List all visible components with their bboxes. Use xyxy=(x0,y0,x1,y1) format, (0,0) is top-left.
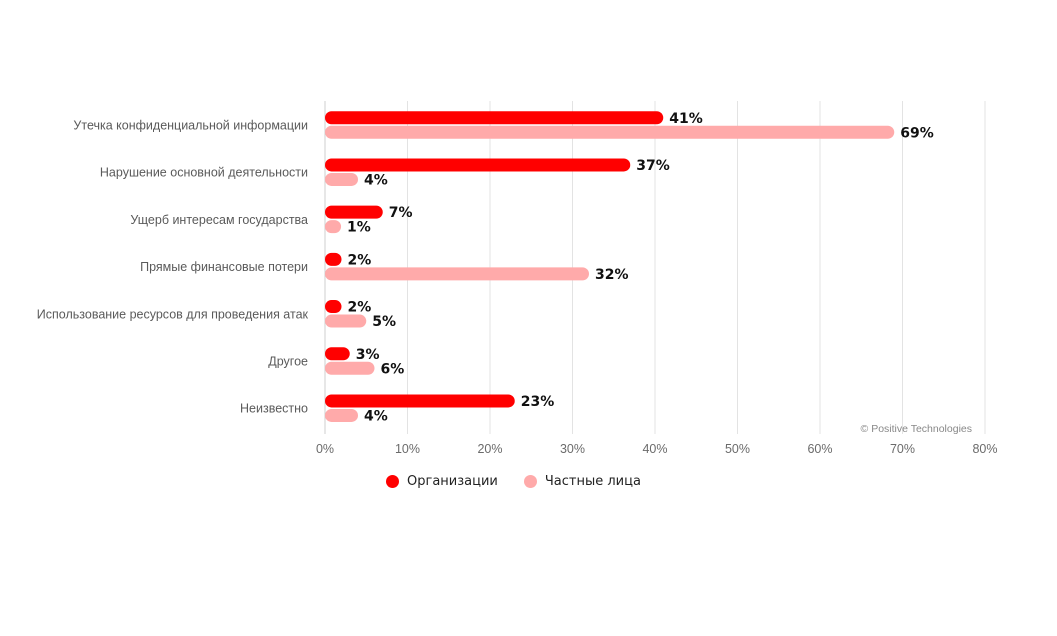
bar-individuals[interactable] xyxy=(325,220,342,234)
data-label: 41% xyxy=(669,111,703,127)
data-label: 69% xyxy=(900,125,934,141)
data-label: 2% xyxy=(348,300,372,316)
data-label: 32% xyxy=(595,267,629,283)
bar-organizations[interactable] xyxy=(325,252,342,266)
bar-individuals[interactable] xyxy=(325,408,358,422)
bar-individuals[interactable] xyxy=(325,172,358,186)
bar-organizations[interactable] xyxy=(325,300,342,314)
data-label: 4% xyxy=(364,172,388,188)
bar-individuals[interactable] xyxy=(325,125,895,139)
x-tick-label: 60% xyxy=(807,442,832,456)
credit-text: © Positive Technologies xyxy=(861,423,972,435)
bar-organizations[interactable] xyxy=(325,158,631,172)
x-tick-label: 50% xyxy=(725,442,750,456)
legend-dot-individuals xyxy=(523,475,537,488)
data-labels: 41%69%37%4%7%1%2%32%2%5%3%6%23%4% xyxy=(347,111,934,425)
data-label: 1% xyxy=(347,220,371,236)
x-axis-ticks: 0% 10% 20% 30% 40% 50% 60% 70% 80% xyxy=(316,442,998,456)
category-label: Прямые финансовые потери xyxy=(140,260,308,274)
legend-label-organizations: Организации xyxy=(407,474,498,489)
category-label: Ущерб интересам государства xyxy=(130,213,308,227)
bar-individuals[interactable] xyxy=(325,361,375,375)
grid-lines xyxy=(324,101,986,434)
x-tick-label: 30% xyxy=(560,442,585,456)
bars xyxy=(325,111,895,422)
bar-individuals[interactable] xyxy=(325,267,589,281)
bar-organizations[interactable] xyxy=(325,394,515,408)
category-labels: Утечка конфиденциальной информации Наруше… xyxy=(37,119,309,416)
data-label: 3% xyxy=(356,347,380,363)
category-label: Неизвестно xyxy=(240,402,308,416)
category-label: Использование ресурсов для проведения ат… xyxy=(37,307,309,321)
legend: Организации Частные лица xyxy=(386,474,641,489)
data-label: 5% xyxy=(372,314,396,330)
category-label: Другое xyxy=(268,355,308,369)
data-label: 23% xyxy=(521,394,555,410)
category-label: Нарушение основной деятельности xyxy=(100,166,308,180)
legend-item-individuals[interactable]: Частные лица xyxy=(523,474,641,489)
x-tick-label: 80% xyxy=(972,442,997,456)
data-label: 6% xyxy=(381,361,405,377)
data-label: 4% xyxy=(364,408,388,424)
legend-label-individuals: Частные лица xyxy=(544,474,641,489)
legend-item-organizations[interactable]: Организации xyxy=(386,474,498,489)
category-label: Утечка конфиденциальной информации xyxy=(73,119,308,133)
x-tick-label: 40% xyxy=(642,442,667,456)
x-tick-label: 10% xyxy=(395,442,420,456)
bar-individuals[interactable] xyxy=(325,314,367,328)
bar-organizations[interactable] xyxy=(325,205,383,219)
bar-organizations[interactable] xyxy=(325,111,664,125)
data-label: 2% xyxy=(348,252,372,268)
x-tick-label: 20% xyxy=(477,442,502,456)
x-tick-label: 0% xyxy=(316,442,334,456)
legend-dot-organizations xyxy=(386,475,399,488)
x-tick-label: 70% xyxy=(890,442,915,456)
data-label: 37% xyxy=(636,158,670,174)
bar-organizations[interactable] xyxy=(325,347,350,361)
data-label: 7% xyxy=(389,205,413,221)
